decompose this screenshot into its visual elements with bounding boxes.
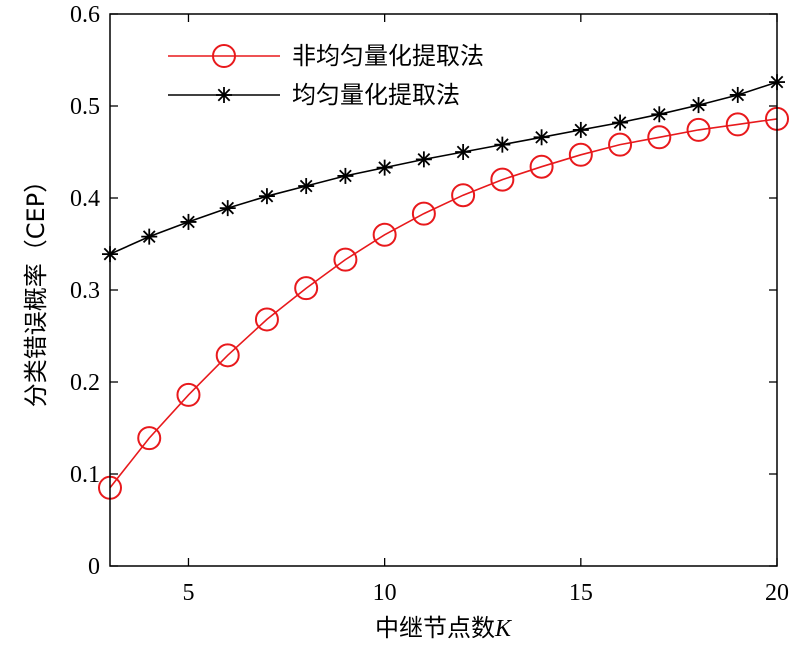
x-tick-label: 20 (765, 580, 789, 606)
y-tick-label: 0 (88, 554, 100, 580)
y-tick-label: 0.1 (70, 462, 100, 488)
data-point (729, 86, 746, 103)
marker-stroke (496, 138, 509, 151)
plot-background (110, 14, 777, 566)
marker-stroke (731, 88, 745, 102)
data-point (141, 228, 158, 245)
plot-area (110, 14, 777, 566)
data-point (612, 114, 629, 131)
series-2 (102, 74, 785, 263)
data-point (376, 159, 393, 176)
legend-label: 非均匀量化提取法 (292, 42, 484, 70)
marker-stroke (613, 116, 627, 129)
x-tick-label: 15 (569, 580, 593, 606)
data-point (608, 132, 633, 157)
marker-stroke (221, 201, 235, 215)
marker-stroke (535, 130, 548, 144)
y-tick-label: 0.5 (70, 94, 100, 120)
marker-stroke (260, 189, 274, 203)
data-point (415, 151, 432, 168)
y-tick-label: 0.2 (70, 370, 100, 396)
data-point (411, 201, 436, 226)
axes-layer (109, 13, 778, 567)
marker-stroke (142, 230, 156, 243)
x-axis-label: 中继节点数K (375, 614, 513, 642)
marker-stroke (652, 107, 666, 121)
data-point (725, 112, 750, 137)
data-point (333, 247, 358, 272)
data-point (690, 97, 707, 114)
x-tick-label: 5 (182, 580, 194, 606)
data-point (254, 307, 279, 332)
data-point (372, 222, 397, 247)
legend-label: 均匀量化提取法 (292, 81, 460, 109)
data-point (215, 343, 240, 368)
legend-entry: 均匀量化提取法 (168, 81, 460, 109)
data-point (572, 121, 589, 138)
data-point (219, 200, 236, 217)
data-point (490, 167, 515, 192)
y-tick-label: 0.3 (70, 278, 100, 304)
data-point (455, 144, 472, 160)
data-point (337, 167, 354, 184)
series-line (109, 81, 778, 255)
series-line (109, 118, 778, 489)
data-point (647, 125, 672, 150)
marker-stroke (692, 98, 705, 112)
data-point (494, 136, 511, 153)
y-tick-label: 0.6 (70, 2, 100, 28)
marker-stroke (378, 161, 391, 174)
data-point (176, 382, 201, 407)
y-axis-label: 分类错误概率（CEP） (22, 169, 50, 407)
legend-marker (216, 87, 232, 103)
data-point (651, 106, 668, 123)
y-tick-label: 0.4 (70, 186, 100, 212)
marker-stroke (456, 145, 470, 159)
data-point (529, 154, 554, 179)
data-point (294, 276, 319, 301)
data-point (180, 213, 197, 230)
marker-stroke (339, 169, 352, 183)
data-point (451, 183, 476, 208)
marker-stroke (417, 153, 431, 166)
data-point (298, 178, 315, 195)
marker-stroke (574, 123, 588, 137)
data-point (533, 129, 550, 146)
data-point (568, 142, 593, 167)
x-tick-label: 10 (373, 580, 397, 606)
data-point (137, 426, 162, 451)
marker-stroke (182, 215, 195, 229)
data-point (258, 188, 275, 205)
tick-labels: 5 10 15 20 0 0.1 0.2 0.3 0.4 0.5 0.6 (70, 2, 789, 606)
legend-entry: 非均匀量化提取法 (168, 42, 484, 70)
marker-stroke (217, 88, 231, 102)
data-point (686, 117, 711, 142)
marker-stroke (299, 179, 313, 193)
legend-marker (212, 44, 236, 68)
